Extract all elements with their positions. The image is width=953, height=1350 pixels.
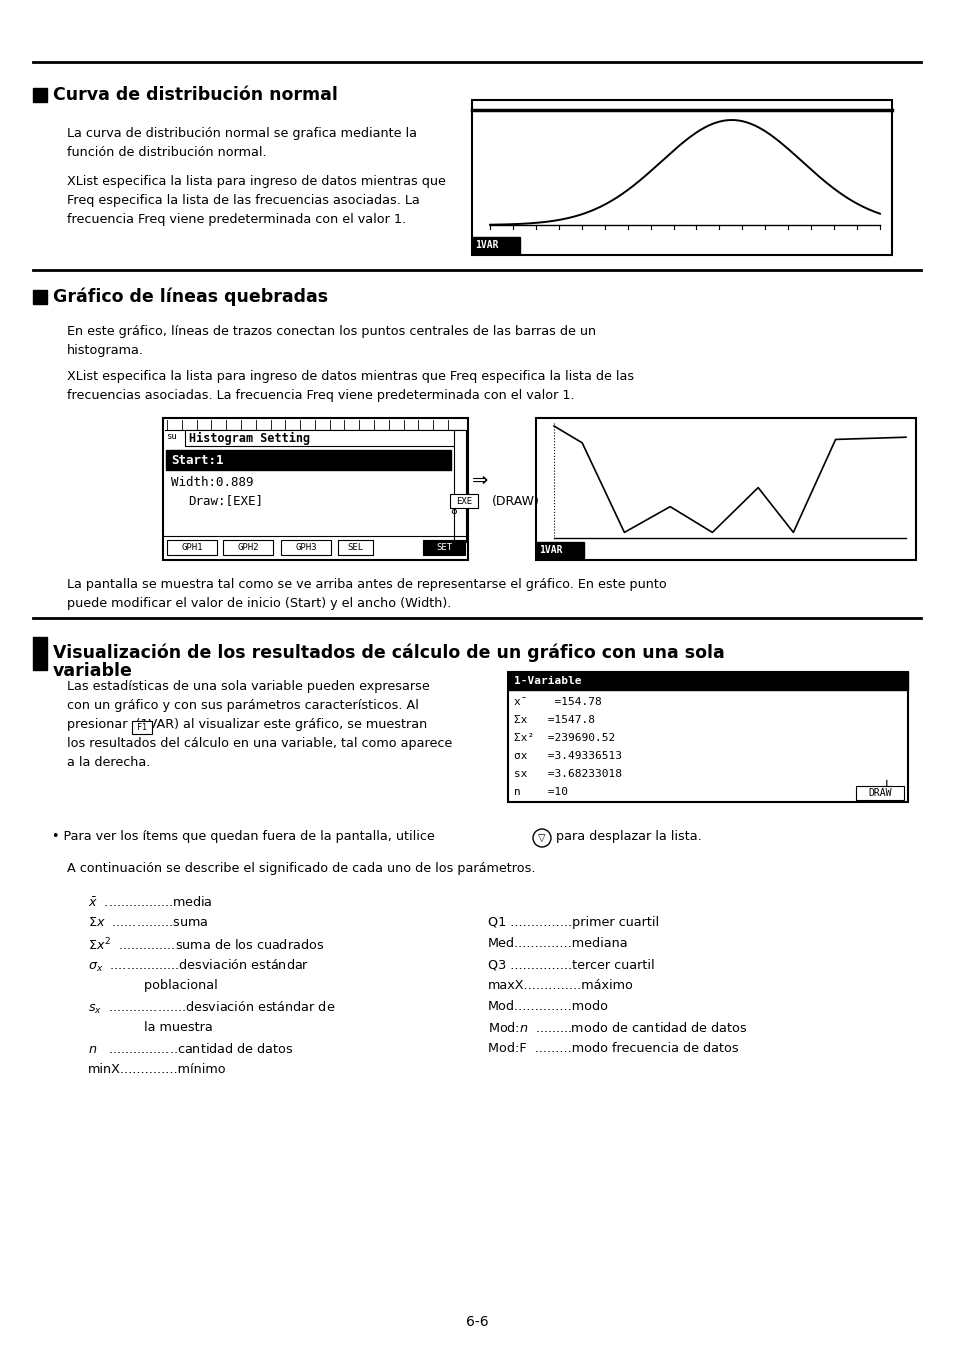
Bar [450,494,477,508]
Bar [223,540,273,555]
Text: Mod:F  .........modo frecuencia de datos: Mod:F .........modo frecuencia de datos [488,1042,738,1054]
Text: frecuencias asociadas. La frecuencia Freq viene predeterminada con el valor 1.: frecuencias asociadas. La frecuencia Fre… [67,389,574,402]
Text: σx   =3.49336513: σx =3.49336513 [514,751,621,761]
Bar [507,672,907,690]
Text: ↓: ↓ [880,779,891,792]
Text: x̄    =154.78: x̄ =154.78 [514,697,601,707]
Text: puede modificar el valor de inicio (Start) y el ancho (Width).: puede modificar el valor de inicio (Star… [67,597,451,610]
Text: En este gráfico, líneas de trazos conectan los puntos centrales de las barras de: En este gráfico, líneas de trazos conect… [67,325,596,338]
Text: (DRAW): (DRAW) [492,494,539,508]
Text: Freq especifica la lista de las frecuencias asociadas. La: Freq especifica la lista de las frecuenc… [67,194,419,207]
Text: DRAW: DRAW [867,788,891,798]
Bar [855,786,903,801]
Text: minX..............mínimo: minX..............mínimo [88,1062,227,1076]
Text: Q1 ...............primer cuartil: Q1 ...............primer cuartil [488,917,659,929]
Bar [536,418,915,560]
Bar [472,238,519,252]
Text: con un gráfico y con sus parámetros característicos. Al: con un gráfico y con sus parámetros cara… [67,699,418,711]
Text: Mod:$n$  .........modo de cantidad de datos: Mod:$n$ .........modo de cantidad de dat… [488,1021,746,1035]
Bar [132,721,152,734]
Text: Start:1: Start:1 [171,454,223,467]
Text: XList especifica la lista para ingreso de datos mientras que Freq especifica la : XList especifica la lista para ingreso d… [67,370,634,383]
Text: $\bar{x}$  .................media: $\bar{x}$ .................media [88,895,213,909]
Text: XList especifica la lista para ingreso de datos mientras que: XList especifica la lista para ingreso d… [67,176,445,188]
Text: Mod..............modo: Mod..............modo [488,1000,608,1012]
Text: maxX..............máximo: maxX..............máximo [488,979,633,992]
Bar [337,540,373,555]
Text: para desplazar la lista.: para desplazar la lista. [556,830,701,842]
Bar [33,88,47,103]
Text: la muestra: la muestra [88,1021,213,1034]
Text: los resultados del cálculo en una variable, tal como aparece: los resultados del cálculo en una variab… [67,737,452,751]
Bar [536,541,583,558]
Text: Σx   =1547.8: Σx =1547.8 [514,716,595,725]
Bar [281,540,331,555]
Text: La curva de distribución normal se grafica mediante la: La curva de distribución normal se grafi… [67,127,416,140]
Text: frecuencia Freq viene predeterminada con el valor 1.: frecuencia Freq viene predeterminada con… [67,213,406,225]
Text: histograma.: histograma. [67,344,144,356]
Text: $\sigma_x$  .................desviación estándar: $\sigma_x$ .................desviación e… [88,958,309,975]
Text: F1: F1 [137,724,147,732]
Text: Width:0.889: Width:0.889 [171,477,253,489]
Text: ▽: ▽ [537,832,547,846]
Text: 1VAR: 1VAR [475,240,498,250]
Bar [163,418,468,560]
Text: poblacional: poblacional [88,979,217,992]
Text: La pantalla se muestra tal como se ve arriba antes de representarse el gráfico. : La pantalla se muestra tal como se ve ar… [67,578,666,591]
Text: $\Sigma x$  ...............suma: $\Sigma x$ ...............suma [88,917,208,929]
Text: GPH3: GPH3 [294,543,316,552]
Text: Curva de distribución normal: Curva de distribución normal [53,86,337,104]
Text: SET: SET [436,543,452,552]
Bar [185,431,461,446]
Text: Visualización de los resultados de cálculo de un gráfico con una sola: Visualización de los resultados de cálcu… [53,643,724,662]
Text: Las estadísticas de una sola variable pueden expresarse: Las estadísticas de una sola variable pu… [67,680,429,693]
Text: n    =10: n =10 [514,787,567,796]
Text: Σx²  =239690.52: Σx² =239690.52 [514,733,615,743]
Text: EXE: EXE [456,497,472,505]
Bar [167,540,216,555]
Text: presionar  (1VAR) al visualizar este gráfico, se muestran: presionar (1VAR) al visualizar este gráf… [67,718,427,730]
Text: ⇒: ⇒ [472,471,488,490]
Text: 1VAR: 1VAR [538,545,562,555]
Bar [33,637,47,670]
Text: SEL: SEL [347,543,363,552]
Bar [472,100,891,255]
Text: GPH1: GPH1 [181,543,203,552]
Text: Gráfico de líneas quebradas: Gráfico de líneas quebradas [53,288,328,306]
Text: función de distribución normal.: función de distribución normal. [67,146,266,159]
Text: 8: 8 [450,506,456,516]
Text: variable: variable [53,662,132,680]
Text: $\Sigma x^2$  ..............suma de los cuadrados: $\Sigma x^2$ ..............suma de los c… [88,937,324,953]
Bar [454,431,465,541]
Bar [33,290,47,304]
Circle shape [533,829,551,846]
Text: sx   =3.68233018: sx =3.68233018 [514,769,621,779]
Text: Histogram Setting: Histogram Setting [189,432,310,444]
Text: A continuación se describe el significado de cada uno de los parámetros.: A continuación se describe el significad… [67,863,535,875]
Text: a la derecha.: a la derecha. [67,756,151,770]
Text: su: su [166,432,176,441]
Text: $n$   .................cantidad de datos: $n$ .................cantidad de datos [88,1042,294,1056]
Bar [507,672,907,802]
Text: GPH2: GPH2 [237,543,258,552]
Text: Med..............mediana: Med..............mediana [488,937,628,950]
Text: $s_x$  ...................desviación estándar de: $s_x$ ...................desviación está… [88,1000,335,1017]
Text: 6-6: 6-6 [465,1315,488,1328]
Bar [166,450,451,470]
Text: 1-Variable: 1-Variable [514,676,581,686]
Text: Q3 ...............tercer cuartil: Q3 ...............tercer cuartil [488,958,654,971]
Text: Draw:[EXE]: Draw:[EXE] [188,494,263,508]
Bar [422,540,464,555]
Text: • Para ver los ítems que quedan fuera de la pantalla, utilice: • Para ver los ítems que quedan fuera de… [52,830,435,842]
Text: ▽: ▽ [537,833,545,842]
